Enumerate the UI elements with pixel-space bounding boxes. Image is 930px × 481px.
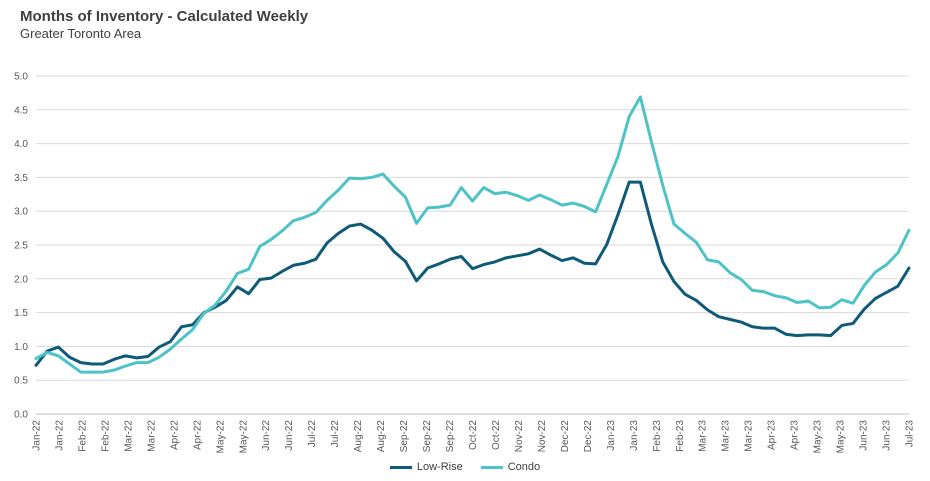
x-tick-label: Jul-22 bbox=[330, 420, 341, 448]
x-tick-label: Apr-22 bbox=[169, 420, 180, 450]
y-tick-label: 4.5 bbox=[14, 105, 28, 116]
x-tick-label: Aug-22 bbox=[353, 420, 364, 453]
x-tick-label: May-22 bbox=[215, 420, 226, 454]
x-tick-label: Feb-22 bbox=[77, 420, 88, 452]
x-tick-label: Jan-22 bbox=[32, 420, 43, 451]
x-tick-label: May-23 bbox=[813, 420, 824, 454]
x-tick-label: Sep-22 bbox=[445, 420, 456, 453]
y-tick-label: 1.5 bbox=[14, 308, 28, 319]
x-tick-label: Dec-22 bbox=[560, 420, 571, 453]
y-tick-label: 4.0 bbox=[14, 139, 28, 150]
chart-subtitle: Greater Toronto Area bbox=[20, 26, 142, 41]
x-tick-label: Apr-23 bbox=[790, 420, 801, 450]
series-line-low-rise bbox=[34, 180, 911, 367]
x-tick-label: Mar-22 bbox=[146, 420, 157, 452]
x-tick-label: Jan-23 bbox=[606, 420, 617, 451]
x-tick-label: Mar-23 bbox=[744, 420, 755, 452]
x-tick-label: Jun-23 bbox=[882, 420, 893, 451]
x-tick-label: May-22 bbox=[238, 420, 249, 454]
legend-swatch-condo bbox=[480, 465, 503, 469]
x-tick-label: Mar-23 bbox=[721, 420, 732, 452]
y-tick-label: 1.0 bbox=[14, 342, 28, 353]
x-tick-label: Sep-22 bbox=[422, 420, 433, 453]
x-tick-label: Apr-22 bbox=[192, 420, 203, 450]
legend-item-condo: Condo bbox=[480, 461, 541, 473]
series-line-condo bbox=[34, 95, 911, 374]
x-tick-label: Feb-23 bbox=[675, 420, 686, 452]
x-tick-label: Sep-22 bbox=[399, 420, 410, 453]
x-tick-label: Feb-23 bbox=[652, 420, 663, 452]
legend-label-condo: Condo bbox=[507, 461, 541, 473]
legend-label-low-rise: Low-Rise bbox=[416, 461, 463, 473]
x-tick-label: Jan-23 bbox=[629, 420, 640, 451]
x-tick-label: May-23 bbox=[836, 420, 847, 454]
x-tick-label: Jul-23 bbox=[905, 420, 916, 448]
x-tick-label: Nov-22 bbox=[514, 420, 525, 453]
x-tick-label: Nov-22 bbox=[537, 420, 548, 453]
x-tick-label: Mar-23 bbox=[698, 420, 709, 452]
y-tick-label: 5.0 bbox=[14, 72, 28, 83]
x-tick-label: Dec-22 bbox=[583, 420, 594, 453]
x-tick-label: Feb-22 bbox=[100, 420, 111, 452]
y-tick-label: 3.0 bbox=[14, 207, 28, 218]
y-tick-label: 3.5 bbox=[14, 173, 28, 184]
x-tick-label: Oct-22 bbox=[491, 420, 502, 450]
y-tick-label: 2.0 bbox=[14, 274, 28, 285]
x-tick-label: Oct-22 bbox=[468, 420, 479, 450]
legend-swatch-low-rise bbox=[389, 465, 412, 469]
y-tick-label: 2.5 bbox=[14, 241, 28, 252]
legend: Low-Rise Condo bbox=[0, 461, 930, 473]
x-tick-label: Jul-22 bbox=[307, 420, 318, 448]
y-tick-label: 0.0 bbox=[14, 410, 28, 421]
x-tick-label: Aug-22 bbox=[376, 420, 387, 453]
chart-title: Months of Inventory - Calculated Weekly bbox=[20, 8, 309, 25]
legend-item-low-rise: Low-Rise bbox=[389, 461, 463, 473]
x-tick-label: Jun-23 bbox=[859, 420, 870, 451]
x-tick-label: Mar-22 bbox=[123, 420, 134, 452]
x-tick-label: Apr-23 bbox=[767, 420, 778, 450]
x-tick-label: Jan-22 bbox=[54, 420, 65, 451]
x-tick-label: Jun-22 bbox=[261, 420, 272, 451]
y-tick-label: 0.5 bbox=[14, 376, 28, 387]
x-tick-label: Jun-22 bbox=[284, 420, 295, 451]
